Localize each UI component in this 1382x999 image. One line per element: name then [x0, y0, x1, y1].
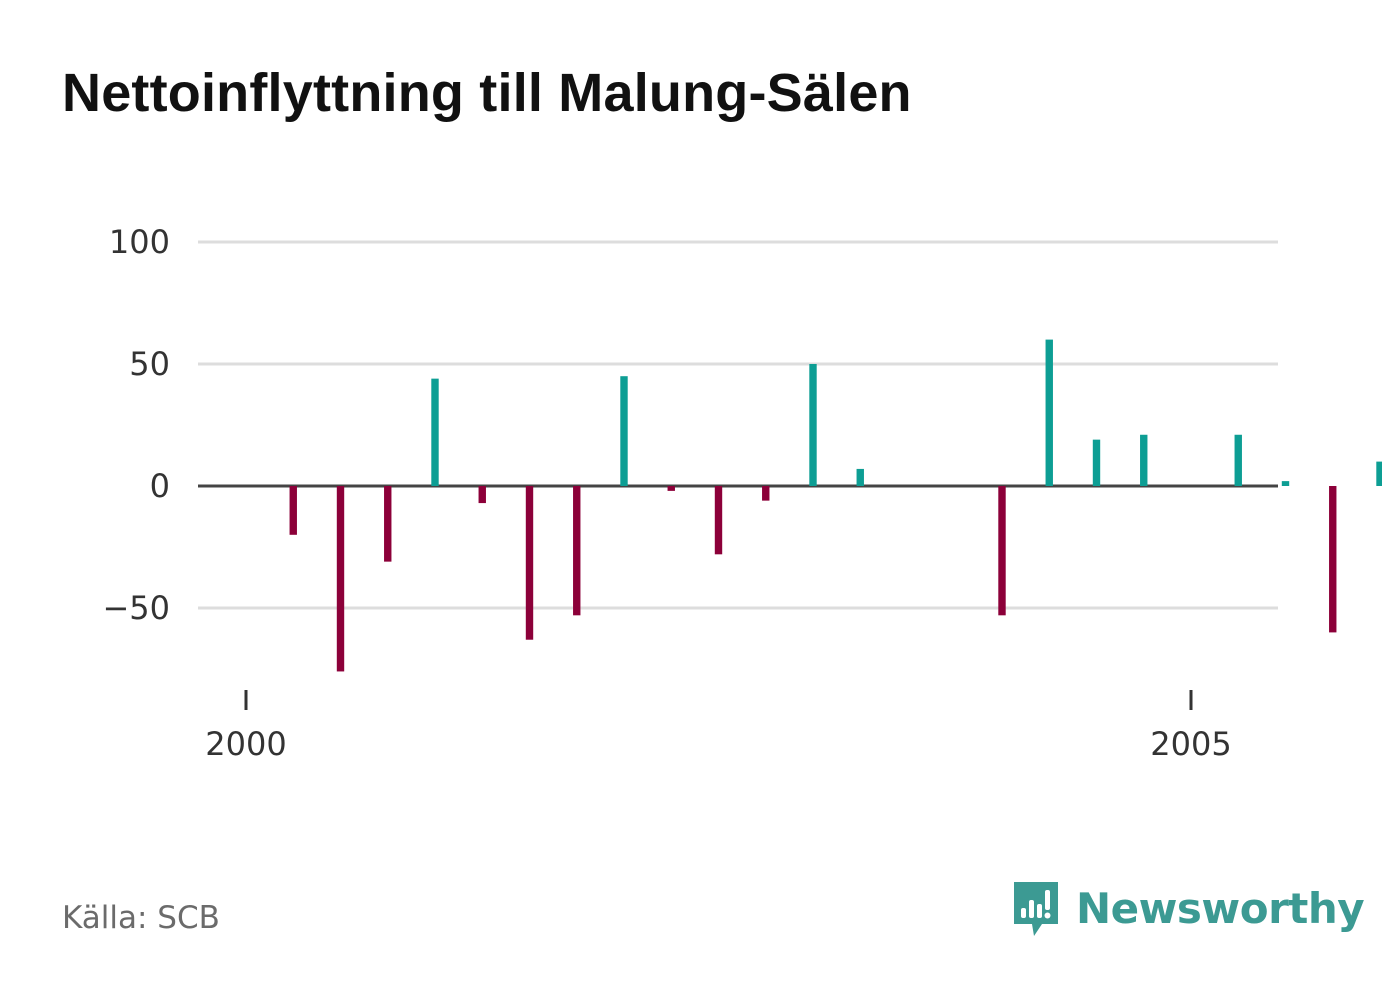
bar — [1234, 434, 1242, 486]
bar — [525, 486, 534, 640]
bar — [620, 376, 628, 486]
bar — [1140, 434, 1148, 486]
source-label: Källa: SCB — [62, 900, 220, 936]
bars — [289, 339, 1382, 672]
y-tick-label: 100 — [109, 223, 170, 261]
bar — [289, 486, 297, 535]
bar — [667, 486, 675, 491]
newsworthy-logo-icon — [1014, 882, 1058, 936]
bar — [384, 486, 392, 562]
x-tick-label: 2005 — [1150, 725, 1231, 763]
bar — [998, 486, 1006, 616]
bar — [809, 364, 817, 486]
bar — [762, 486, 770, 501]
y-tick-label: 50 — [129, 345, 170, 383]
bar — [1045, 339, 1053, 486]
bar — [1376, 461, 1382, 486]
chart-title: Nettoinflyttning till Malung-Sälen — [62, 63, 912, 123]
grid-lines — [198, 240, 1278, 610]
brand-logo: Newsworthy — [1010, 878, 1365, 938]
bar — [336, 486, 345, 672]
brand-name: Newsworthy — [1076, 883, 1365, 933]
y-tick-label: −50 — [102, 589, 170, 627]
bar — [431, 378, 439, 486]
y-tick-label: 0 — [150, 467, 170, 505]
bar — [573, 486, 581, 616]
bar — [714, 486, 723, 555]
bar — [1329, 486, 1337, 633]
x-axis-ticks: 200020052010201520202025 — [205, 690, 1232, 763]
y-axis-ticks: 100 50 0 −50 — [102, 223, 170, 627]
bar — [478, 486, 486, 504]
bar — [1281, 481, 1290, 486]
x-tick-label: 2000 — [205, 725, 286, 763]
bar — [1092, 439, 1101, 486]
bar — [856, 468, 864, 486]
